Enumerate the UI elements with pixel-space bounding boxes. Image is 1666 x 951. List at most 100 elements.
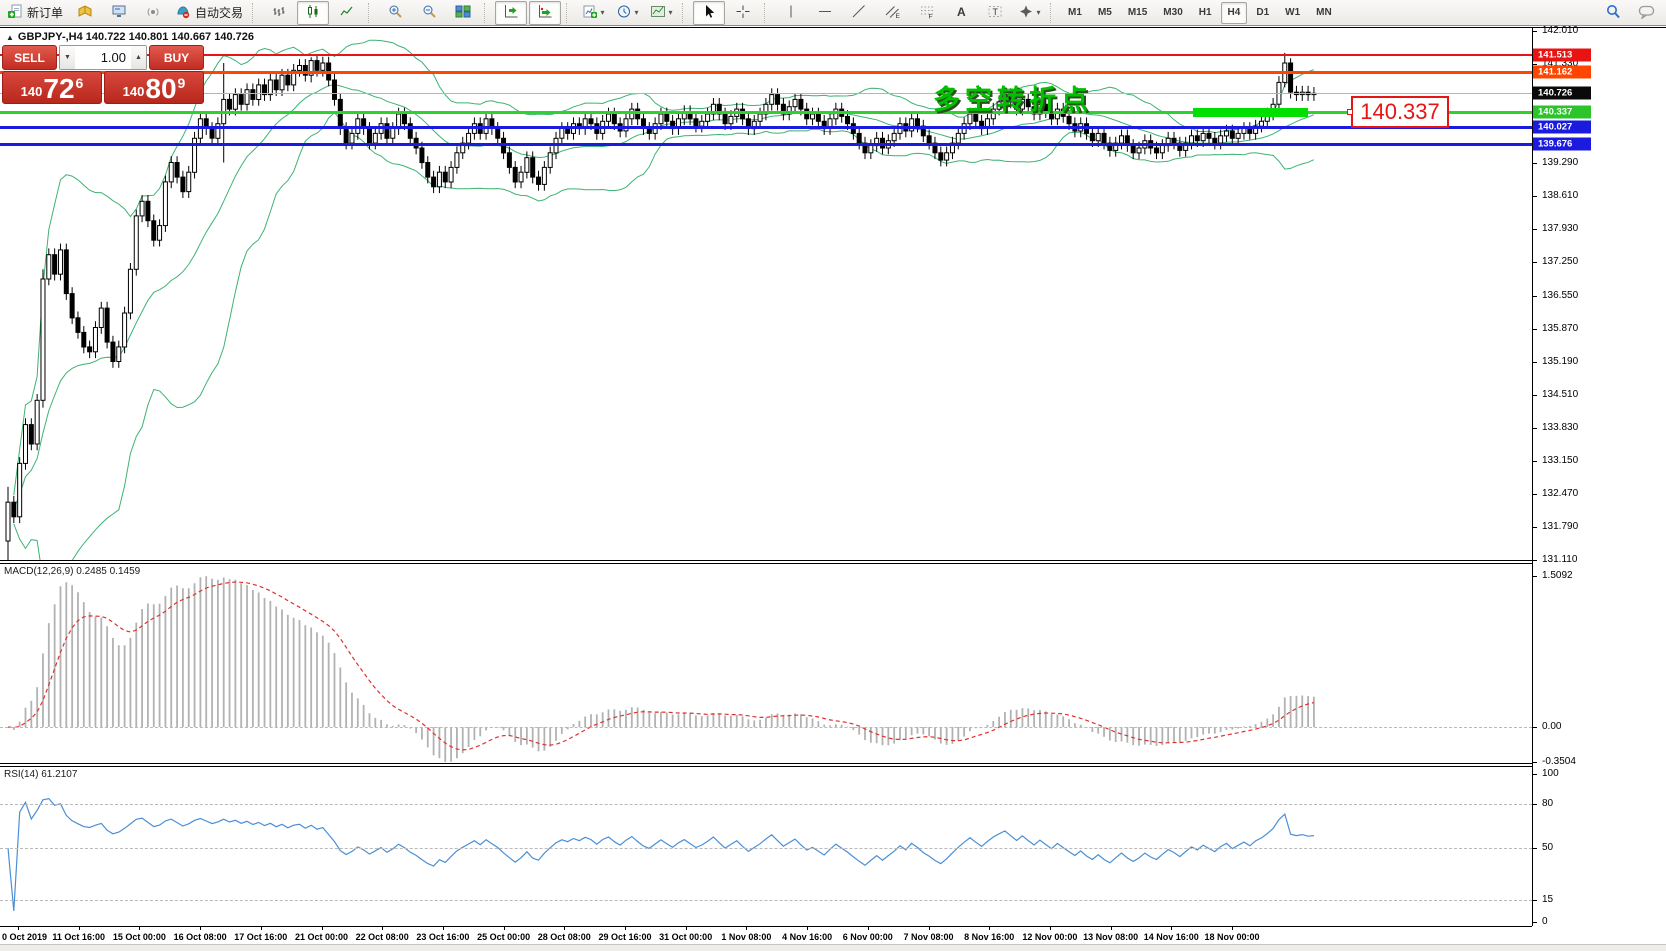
macd-pane-bottom-border[interactable]: [0, 763, 1532, 764]
market-watch-button[interactable]: [103, 1, 135, 25]
candles: [5, 52, 1317, 560]
indicators-button[interactable]: ▾: [645, 1, 677, 25]
hline-140.337[interactable]: [0, 110, 1532, 114]
support-highlight-rect[interactable]: [1193, 108, 1308, 117]
trendline-button[interactable]: [843, 1, 875, 25]
collapse-triangle-icon[interactable]: ▲: [6, 33, 14, 42]
signals-button[interactable]: [137, 1, 169, 25]
time-tick: [867, 927, 869, 930]
volume-decrease-button[interactable]: ▼: [60, 46, 75, 69]
price-badge-140.027: 140.027: [1533, 120, 1591, 134]
search-icon: [1605, 4, 1621, 22]
styles-button[interactable]: [69, 1, 101, 25]
crosshair-icon: [735, 4, 751, 22]
new-order-button[interactable]: 新订单: [3, 1, 67, 25]
hline-icon: [817, 4, 833, 22]
toolbar-separator: [1050, 2, 1056, 23]
candle-chart-button[interactable]: [297, 0, 330, 25]
buy-price-prefix: 140: [122, 84, 145, 99]
price-badge-141.513: 141.513: [1533, 48, 1591, 62]
timeframe-h1-button[interactable]: H1: [1198, 7, 1212, 18]
time-tick: [685, 927, 687, 930]
search-button[interactable]: [1597, 1, 1629, 25]
label-button[interactable]: T: [979, 1, 1011, 25]
arrows-button[interactable]: ▾: [1013, 1, 1045, 25]
timeframe-m30-button[interactable]: M30: [1163, 7, 1183, 18]
time-label: 16 Oct 08:00: [173, 932, 227, 942]
fibonacci-button[interactable]: F: [911, 1, 943, 25]
new-chart-button[interactable]: ▾: [577, 1, 609, 25]
rsi-tick-label: 80: [1542, 797, 1554, 809]
sell-price-superscript: 6: [75, 75, 84, 91]
vline-icon: [783, 4, 799, 22]
horizontal-line-button[interactable]: [809, 1, 841, 25]
zoom-in-button[interactable]: [379, 1, 411, 25]
auto-scroll-button[interactable]: [529, 0, 562, 25]
price-tick: [1532, 560, 1537, 561]
hline-140.726[interactable]: [0, 92, 1532, 94]
line-chart-button[interactable]: [331, 1, 363, 25]
toolbar-separator: [682, 2, 688, 23]
chart-shift-button[interactable]: [495, 0, 528, 25]
timeframe-d1-button[interactable]: D1: [1256, 7, 1270, 18]
arrows-icon: [1018, 4, 1034, 22]
cursor-button[interactable]: [693, 0, 726, 25]
vertical-line-button[interactable]: [775, 1, 807, 25]
time-label: 4 Nov 16:00: [782, 932, 833, 942]
price-tick: [1532, 163, 1537, 164]
fibo-icon: F: [919, 4, 935, 22]
timeframe-m1-button[interactable]: M1: [1068, 7, 1082, 18]
price-tick: [1532, 428, 1537, 429]
buy-price-display[interactable]: 140 80 9: [104, 71, 204, 104]
price-tick-label: 137.250: [1542, 255, 1579, 267]
timeframe-w1-button[interactable]: W1: [1285, 7, 1301, 18]
rsi-tick: [1532, 774, 1537, 775]
text-button[interactable]: A: [945, 1, 977, 25]
price-tick-label: 131.790: [1542, 520, 1579, 532]
timeframe-m5-button[interactable]: M5: [1097, 7, 1112, 18]
chevron-down-icon: ▾: [634, 8, 639, 17]
crosshair-button[interactable]: [727, 1, 759, 25]
rsi-tick-label: 15: [1542, 893, 1554, 905]
price-tick-label: 136.550: [1542, 289, 1579, 301]
signal-icon: [145, 4, 161, 22]
turning-point-annotation[interactable]: 多空转折点: [933, 85, 1093, 115]
price-tick: [1532, 461, 1537, 462]
timeframe-m15-button[interactable]: M15: [1127, 7, 1148, 18]
timeframe-h4-button[interactable]: H4: [1220, 1, 1248, 24]
time-axis[interactable]: 0 Oct 2019 11 Oct 16:00 15 Oct 00:00 16 Oct…: [0, 927, 1532, 944]
buy-button[interactable]: BUY: [149, 45, 204, 70]
indicator-icon: [650, 4, 666, 22]
volume-increase-button[interactable]: ▲: [131, 46, 146, 69]
rsi-tick-label: 0: [1542, 915, 1548, 927]
tile-windows-button[interactable]: [447, 1, 479, 25]
price-tick-label: 138.610: [1542, 189, 1579, 201]
sell-button[interactable]: SELL: [2, 45, 57, 70]
profiles-button[interactable]: ▾: [611, 1, 643, 25]
toolbar-separator: [368, 2, 374, 23]
autotrade-button[interactable]: 自动交易: [171, 1, 247, 25]
chat-button[interactable]: [1631, 1, 1663, 25]
clock-icon: [616, 4, 632, 22]
bar-chart-button[interactable]: [263, 1, 295, 25]
volume-input[interactable]: 1.00: [100, 50, 126, 65]
toolbar-separator: [252, 2, 258, 23]
sell-price-prefix: 140: [20, 84, 43, 99]
price-level-box[interactable]: 140.337: [1347, 96, 1449, 128]
time-tick: [78, 927, 80, 930]
price-tick-label: 137.930: [1542, 222, 1579, 234]
channel-button[interactable]: E: [877, 1, 909, 25]
sell-price-display[interactable]: 140 72 6: [2, 71, 102, 104]
timeframe-mn-button[interactable]: MN: [1316, 7, 1332, 18]
rsi-pane-bottom-border: [0, 926, 1532, 927]
hline-139.676[interactable]: [0, 142, 1532, 146]
autotrade-icon: [175, 4, 191, 22]
hline-141.162[interactable]: [0, 70, 1532, 74]
main-pane-bottom-border[interactable]: [0, 560, 1532, 561]
hline-140.027[interactable]: [0, 125, 1532, 129]
hline-141.513[interactable]: [0, 54, 1532, 57]
svg-text:F: F: [929, 13, 933, 19]
zoom-out-button[interactable]: [413, 1, 445, 25]
